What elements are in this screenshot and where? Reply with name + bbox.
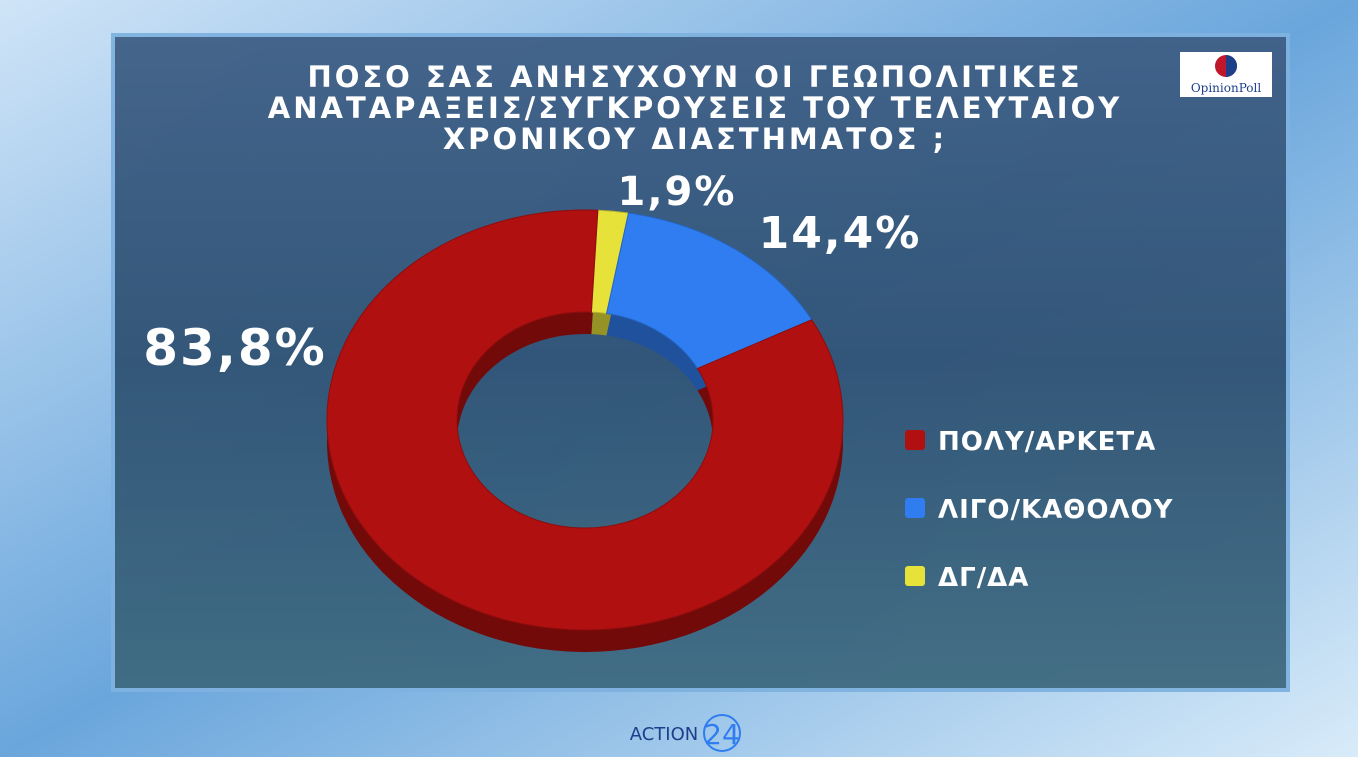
channel-number: 24: [704, 718, 740, 751]
logo-text: OpinionPoll: [1191, 81, 1262, 95]
legend-swatch: [905, 430, 925, 450]
slice: [326, 209, 844, 631]
legend-label: ΠΟΛΥ/ΑΡΚΕΤΑ: [938, 427, 1156, 457]
value-label: 1,9%: [618, 169, 737, 215]
value-label: 83,8%: [143, 319, 326, 377]
logo-half: [1226, 55, 1237, 77]
legend-label: ΔΓ/ΔΑ: [938, 563, 1029, 593]
pollster-logo: OpinionPoll: [1180, 52, 1272, 97]
legend-label: ΛΙΓΟ/ΚΑΘΟΛΟΥ: [938, 495, 1174, 525]
legend-swatch: [905, 498, 925, 518]
chart-title: ΧΡΟΝΙΚΟΥ ΔΙΑΣΤΗΜΑΤΟΣ ;: [443, 122, 947, 156]
legend-swatch: [905, 566, 925, 586]
value-label: 14,4%: [759, 208, 922, 259]
chart: ΠΟΣΟ ΣΑΣ ΑΝΗΣΥΧΟΥΝ ΟΙ ΓΕΩΠΟΛΙΤΙΚΕΣΑΝΑΤΑΡ…: [143, 60, 1174, 653]
chart-title: ΑΝΑΤΑΡΑΞΕΙΣ/ΣΥΓΚΡΟΥΣΕΙΣ ΤΟΥ ΤΕΛΕΥΤΑΙΟΥ: [268, 91, 1122, 125]
channel-name: ACTION: [630, 724, 699, 745]
channel-logo: ACTION 24: [630, 714, 741, 752]
chart-title: ΠΟΣΟ ΣΑΣ ΑΝΗΣΥΧΟΥΝ ΟΙ ΓΕΩΠΟΛΙΤΙΚΕΣ: [307, 60, 1082, 94]
slice: [605, 212, 813, 370]
channel-ring: [703, 714, 741, 752]
